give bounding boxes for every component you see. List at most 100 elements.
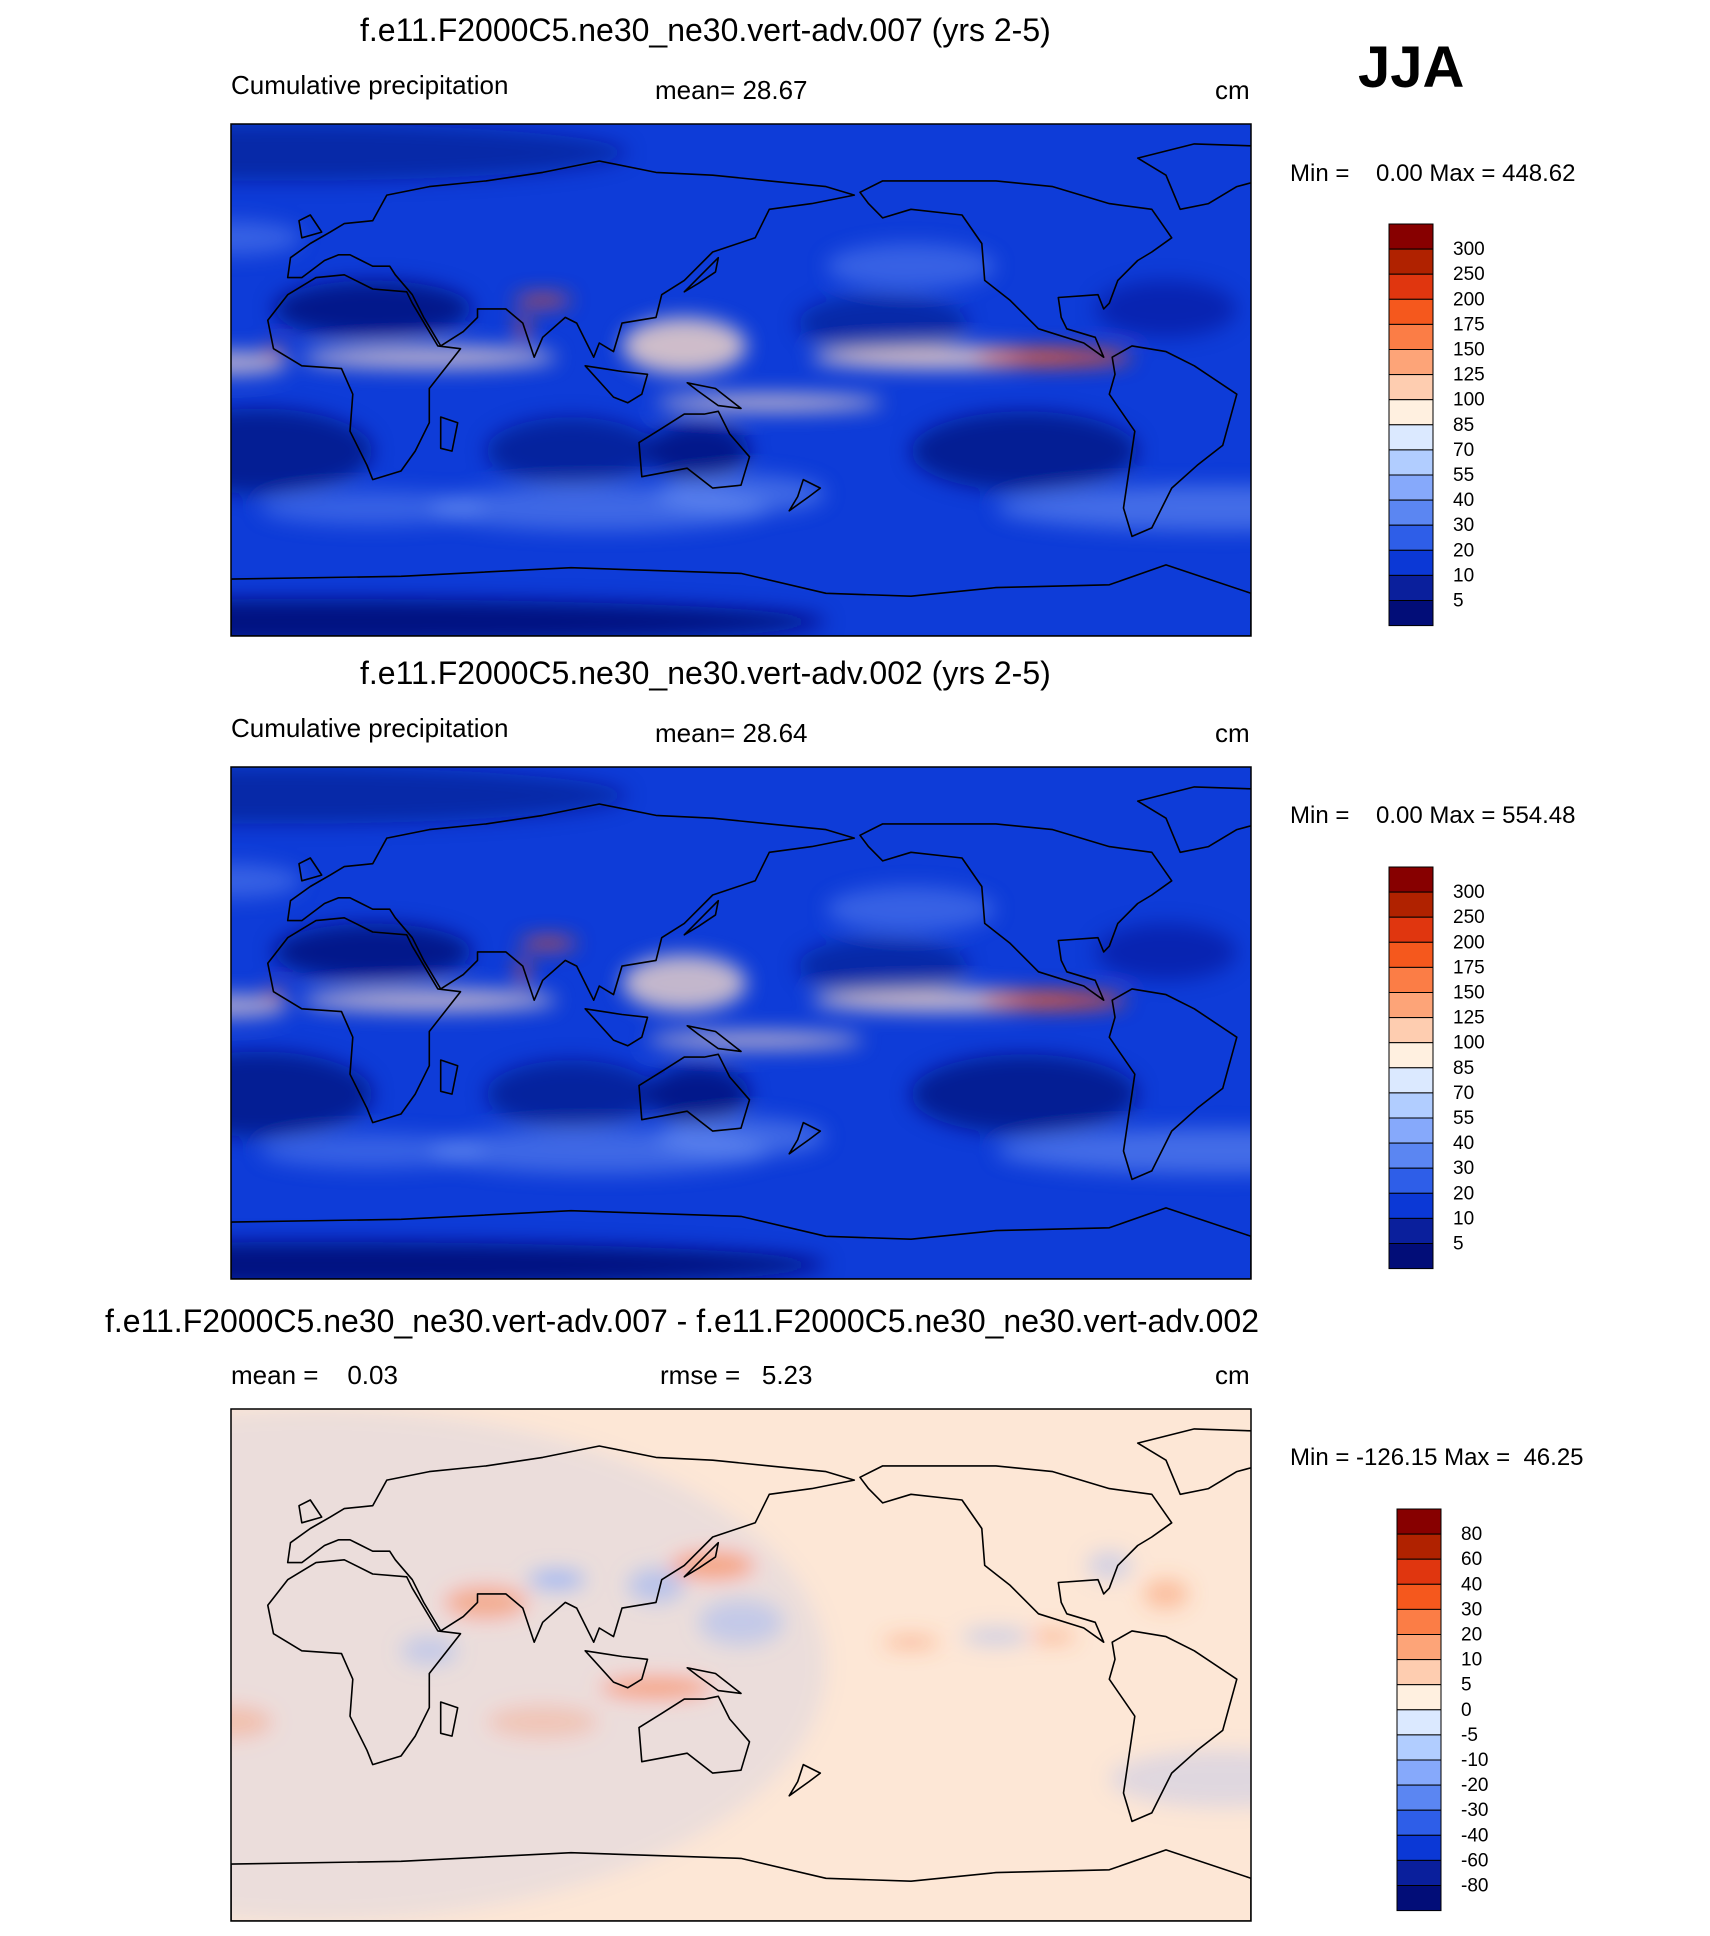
panel-1-colorbar: 300 250 200 175 150 125 100 85 70 55 40 30 20 10 5 [1388,223,1485,627]
wet-core [231,351,288,375]
colorbar-tick-label: 175 [1453,314,1485,335]
colorbar-swatch [1388,424,1434,451]
colorbar-tick-label: 5 [1461,1675,1472,1696]
panel-3-field [231,1409,1251,1921]
dry-region [647,422,750,480]
colorbar-swatch [1388,374,1434,401]
colorbar-swatch [1388,1167,1434,1194]
colorbar-swatch [1388,223,1434,250]
coastline [231,1207,1251,1279]
panel-1-units: cm [1215,75,1250,105]
negative-diff-region [1086,1551,1133,1580]
panel-3-units: cm [1215,1360,1250,1390]
colorbar-tick-label: 30 [1461,1599,1482,1620]
positive-diff-region [1030,1630,1076,1643]
panel-3-mean: mean = 0.03 [231,1360,398,1390]
colorbar-tick-label: 250 [1453,907,1485,928]
heavy-precip-region [978,991,1127,1009]
colorbar-swatch [1388,474,1434,501]
colorbar-swatch [1388,891,1434,918]
colorbar-tick-label: 250 [1453,264,1485,285]
map-frame [230,766,1252,1280]
dry-region [273,923,472,981]
colorbar-tick-label: 70 [1453,1083,1474,1104]
colorbar-swatch [1396,1634,1442,1661]
dry-region [911,411,1138,491]
colorbar-tick-label: 175 [1453,957,1485,978]
panel-3-minmax: Min = -126.15 Max = 46.25 [1290,1444,1584,1471]
coastline [584,364,649,404]
coastline [638,1695,751,1774]
field-background [231,124,1251,636]
colorbar-swatch [1388,966,1434,994]
colorbar-tick-label: -80 [1461,1876,1488,1897]
colorbar-tick-label: 200 [1453,932,1485,953]
positive-diff-region [882,1636,940,1648]
coastline [859,1465,1173,1643]
coastline [788,1121,822,1155]
coastline [638,410,751,489]
colorbar-swatch [1388,1117,1434,1144]
moderate-precip-region [259,490,486,526]
moderate-precip-region [656,1116,826,1157]
colorbar-tick-label: 70 [1453,440,1474,461]
moderate-precip-region [996,1128,1251,1174]
moderate-precip-region [826,886,996,932]
dry-region [797,294,968,352]
colorbar-swatch [1388,992,1434,1019]
moderate-precip-region [826,243,996,289]
coastline [286,803,856,1002]
dry-region [231,767,628,824]
coastline [439,1059,459,1095]
dry-region [1095,923,1237,981]
colorbar-tick-label: -5 [1461,1725,1478,1746]
moderate-precip-region [996,485,1251,531]
panel-1-field [231,124,1251,636]
colorbar-swatch [1388,1243,1434,1270]
wet-core [301,988,557,1012]
colorbar-swatch [1388,1192,1434,1219]
colorbar-swatch [1388,916,1434,943]
colorbar-swatch [1396,1659,1442,1686]
colorbar-tick-label: 5 [1453,1234,1464,1255]
coastline [439,1701,459,1737]
colorbar-tick-label: 150 [1453,340,1485,361]
coastline [1136,786,1251,854]
colorbar-swatch [1396,1859,1442,1887]
wet-core [231,994,288,1018]
colorbar-tick-label: 55 [1453,1108,1474,1129]
colorbar-tick-label: 85 [1453,415,1474,436]
coastline [298,214,323,239]
coastline [1108,1630,1238,1823]
dry-region [911,1054,1138,1134]
wet-core [301,345,557,369]
colorbar-tick-label: 10 [1461,1650,1482,1671]
colorbar-swatch [1396,1558,1442,1585]
panel-2-left-label: Cumulative precipitation [231,713,509,743]
dry-region [486,1059,656,1129]
colorbar-tick-label: 125 [1453,1008,1485,1029]
colorbar-swatch [1396,1508,1442,1535]
colorbar-tick-label: 100 [1453,390,1485,411]
coastline [584,1650,649,1689]
moderate-precip-region [231,863,302,898]
colorbar-tick-label: 150 [1453,983,1485,1004]
panel-2-coastlines [231,786,1251,1279]
colorbar-tick-label: -20 [1461,1775,1488,1796]
colorbar-tick-label: 20 [1461,1625,1482,1646]
dry-region [231,124,628,181]
colorbar-tick-label: 5 [1453,591,1464,612]
coastline [686,1667,742,1695]
coastline [1108,988,1238,1181]
colorbar-tick-label: 85 [1453,1058,1474,1079]
colorbar-swatch [1388,1042,1434,1069]
coastline [859,180,1173,359]
dry-region [647,1065,750,1123]
colorbar-swatch [1396,1885,1442,1912]
coastline [231,564,1251,636]
colorbar-swatch [1396,1709,1442,1736]
colorbar-tick-label: 300 [1453,882,1485,903]
colorbar-tick-label: -30 [1461,1800,1488,1821]
panel-2-title: f.e11.F2000C5.ne30_ne30.vert-adv.002 (yr… [360,655,1051,691]
